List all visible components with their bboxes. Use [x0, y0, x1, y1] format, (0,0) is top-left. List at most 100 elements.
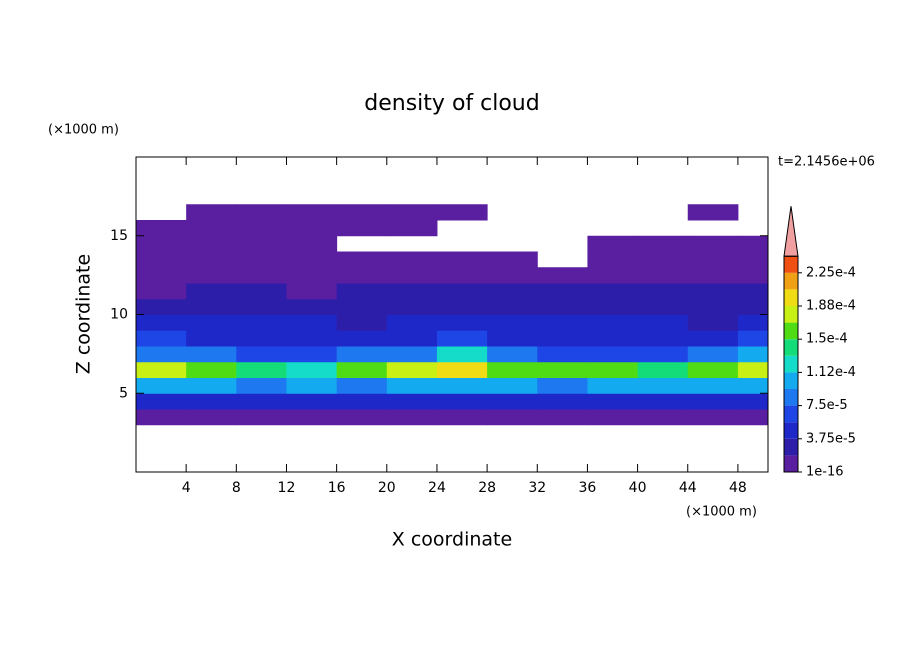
contour-cell: [236, 267, 287, 284]
colorbar-band: [784, 422, 798, 439]
contour-cell: [186, 377, 237, 394]
contour-cell: [386, 204, 438, 221]
y-axis-label: Z coordinate: [73, 254, 95, 374]
contour-cell: [436, 361, 488, 378]
contour-cell: [386, 251, 438, 268]
contour-cell: [487, 298, 538, 315]
contour-cell: [436, 204, 488, 221]
contour-cell: [386, 314, 438, 331]
contour-cell: [336, 361, 388, 378]
contour-cell: [637, 314, 689, 331]
contour-cell: [436, 377, 488, 394]
contour-cell: [286, 346, 338, 363]
contour-cell: [386, 267, 438, 284]
contour-cell: [186, 298, 237, 315]
contour-cell: [186, 409, 237, 426]
contour-cell: [136, 409, 187, 426]
x-unit: (×1000 m): [686, 505, 757, 520]
contour-cell: [637, 409, 689, 426]
contour-cell: [336, 204, 388, 221]
contour-cell: [136, 361, 187, 378]
contour-cell: [587, 361, 639, 378]
contour-cell: [386, 330, 438, 347]
contour-cell: [687, 204, 739, 221]
colorbar-band: [784, 438, 798, 456]
x-tick-label: 48: [729, 480, 747, 496]
contour-cell: [136, 314, 187, 331]
contour-cell: [136, 377, 187, 394]
contour-cell: [537, 298, 588, 315]
contour-cell: [436, 251, 488, 268]
time-annotation: t=2.1456e+06: [778, 155, 875, 170]
contour-cell: [587, 377, 639, 394]
contour-cell: [687, 298, 739, 315]
contour-cell: [737, 393, 768, 410]
contour-cell: [286, 298, 338, 315]
contour-cell: [737, 267, 768, 284]
colorbar-band: [784, 339, 798, 356]
contour-cell: [386, 393, 438, 410]
contour-cell: [236, 314, 287, 331]
contour-cell: [286, 314, 338, 331]
colorbar-band: [784, 272, 798, 290]
contour-cell: [537, 346, 588, 363]
contour-cell: [136, 235, 187, 252]
contour-cell: [186, 330, 237, 347]
contour-cell: [737, 235, 768, 252]
contour-cell: [737, 251, 768, 268]
colorbar-band: [784, 355, 798, 373]
contour-cell: [487, 330, 538, 347]
contour-cell: [236, 393, 287, 410]
contour-cell: [186, 235, 237, 252]
contour-cell: [386, 283, 438, 300]
contour-cell: [687, 346, 739, 363]
contour-cell: [236, 361, 287, 378]
x-tick-label: 44: [679, 480, 697, 496]
contour-cell: [336, 220, 388, 237]
y-tick-label: 10: [110, 307, 128, 323]
contour-cell: [286, 283, 338, 300]
contour-cell: [587, 409, 639, 426]
y-tick-label: 5: [119, 385, 128, 401]
contour-cell: [186, 204, 237, 221]
contour-cell: [436, 314, 488, 331]
contour-cell: [386, 409, 438, 426]
contour-cell: [336, 314, 388, 331]
contour-cell: [637, 330, 689, 347]
contour-cell: [637, 346, 689, 363]
contour-cell: [286, 393, 338, 410]
contour-cell: [336, 346, 388, 363]
contour-cell: [487, 283, 538, 300]
colorbar-band: [784, 256, 798, 273]
contour-cell: [587, 314, 639, 331]
contour-cell: [136, 251, 187, 268]
colorbar-band: [784, 306, 798, 323]
contour-cell: [286, 361, 338, 378]
contour-cell: [537, 377, 588, 394]
x-tick-label: 4: [182, 480, 191, 496]
colorbar-label: 1.12e-4: [806, 365, 856, 380]
contour-cell: [487, 267, 538, 284]
contour-cell: [186, 314, 237, 331]
contour-cell: [587, 283, 639, 300]
contour-cell: [487, 346, 538, 363]
contour-cell: [186, 393, 237, 410]
contour-field: [136, 204, 768, 426]
contour-cell: [336, 330, 388, 347]
colorbar-frame: [783, 255, 799, 473]
contour-cell: [136, 346, 187, 363]
colorbar-label: 1.88e-4: [806, 299, 856, 314]
contour-cell: [186, 267, 237, 284]
contour-cell: [587, 251, 639, 268]
contour-cell: [637, 283, 689, 300]
contour-cell: [737, 314, 768, 331]
contour-cell: [386, 361, 438, 378]
contour-cell: [236, 220, 287, 237]
x-tick-label: 28: [478, 480, 496, 496]
y-unit: (×1000 m): [48, 123, 119, 138]
contour-cell: [487, 393, 538, 410]
x-tick-label: 8: [232, 480, 241, 496]
contour-cell: [236, 298, 287, 315]
contour-cell: [436, 283, 488, 300]
contour-cell: [336, 393, 388, 410]
